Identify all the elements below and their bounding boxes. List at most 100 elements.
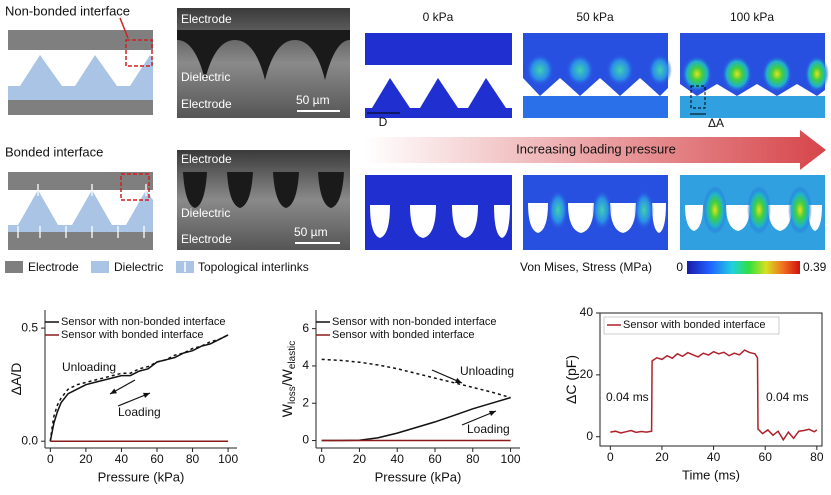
y-tick-label: 20 (580, 367, 594, 381)
electrode (8, 30, 153, 50)
x-tick-label: 60 (428, 452, 442, 466)
x-tick-label: 0 (607, 450, 614, 464)
dielectric (8, 55, 153, 92)
colorbar-title: Von Mises, Stress (MPa) (520, 260, 652, 274)
series-line (49, 334, 229, 442)
legend-label: Topological interlinks (198, 260, 309, 274)
plot-frame (599, 312, 823, 447)
y-axis-label-part: ΔA/D (8, 363, 24, 396)
material-legend: Electrode Dielectric Topological interli… (5, 260, 309, 274)
scale-label: 50 µm (296, 93, 330, 107)
sem-label: Electrode (181, 97, 232, 111)
dielectric (8, 190, 153, 232)
pressure-label: 50 kPa (576, 10, 614, 24)
pressure-arrow (365, 130, 826, 170)
x-tick-label: 40 (115, 452, 129, 466)
x-tick-label: 20 (353, 452, 367, 466)
x-tick-label: 60 (150, 452, 164, 466)
legend-box (603, 316, 780, 335)
x-tick-label: 20 (655, 450, 669, 464)
annotation: Unloading (460, 364, 514, 378)
sem-label: Electrode (181, 152, 232, 166)
x-tick-label: 40 (391, 452, 405, 466)
y-tick-label: 6 (302, 321, 309, 335)
colorbar (687, 261, 800, 274)
highlight-box (120, 173, 150, 201)
pressure-label: 0 kPa (423, 10, 454, 24)
y-tick-label: 0 (302, 433, 309, 447)
fea: 0 kPa 50 kPa 100 kPa D ΔA Increasing loa… (365, 10, 829, 274)
y-axis-label-part: loss (287, 386, 298, 404)
y-axis-label: ΔC (pF) (563, 355, 579, 404)
x-tick-label: 0 (47, 452, 54, 466)
sem-label: Electrode (181, 232, 232, 246)
colorbar-max: 0.39 (803, 260, 827, 274)
annotation: Unloading (62, 360, 116, 374)
annotation: 0.04 ms (606, 390, 649, 404)
annotation: 0.04 ms (766, 390, 809, 404)
legend-label: Sensor with bonded interface (332, 329, 474, 341)
sem-gap (177, 30, 350, 80)
arrow-head (455, 377, 462, 383)
highlight-box (125, 39, 153, 67)
y-tick-label: 0 (586, 429, 593, 443)
annotation: Loading (467, 422, 510, 436)
y-tick-label: 40 (580, 305, 594, 319)
x-tick-label: 0 (318, 452, 325, 466)
sem-label: Dielectric (181, 206, 230, 220)
legend-label: Sensor with non-bonded interface (332, 316, 497, 328)
sem-label: Electrode (181, 12, 232, 26)
arrow-head (143, 392, 150, 398)
x-tick-label: 100 (501, 452, 521, 466)
schematic-non-bonded: Non-bonded interface (5, 3, 153, 115)
annotation: Loading (118, 405, 161, 419)
y-axis-label-part: W (279, 403, 295, 417)
electrode (8, 172, 153, 190)
series-line (610, 349, 818, 442)
fea-dielectric (365, 78, 512, 118)
legend-label: Dielectric (114, 260, 163, 274)
legend-label: Sensor with bonded interface (61, 329, 203, 341)
fea-bonded (365, 175, 825, 250)
y-tick-label: 0.5 (21, 320, 38, 334)
y-tick-label: 4 (302, 358, 309, 372)
legend-label: Electrode (28, 260, 79, 274)
legend-swatch (5, 261, 23, 273)
sem-voids (183, 172, 344, 208)
arrow-label: Increasing loading pressure (516, 141, 676, 156)
x-axis-label: Pressure (kPa) (375, 469, 462, 484)
sem-image (177, 150, 350, 250)
x-axis-label: Time (ms) (682, 467, 740, 482)
pressure-label: 100 kPa (730, 10, 774, 24)
dimension-label: ΔA (708, 116, 724, 130)
arrow (119, 17, 129, 39)
legend-swatch (91, 261, 109, 273)
interlinks (17, 184, 147, 238)
dimension-label: D (379, 115, 388, 129)
y-axis-label: ΔA/D (8, 363, 24, 396)
x-tick-label: 100 (218, 452, 238, 466)
x-tick-label: 80 (810, 450, 824, 464)
y-axis-label: Wloss/Welastic (279, 341, 298, 417)
x-tick-label: 80 (466, 452, 480, 466)
sem-label: Dielectric (181, 70, 230, 84)
legend-label: Sensor with non-bonded interface (61, 316, 226, 328)
electrode (8, 232, 153, 250)
x-axis-label: Pressure (kPa) (98, 469, 185, 484)
y-tick-label: 0.0 (21, 433, 38, 447)
y-axis-label-part: elastic (287, 341, 298, 369)
x-tick-label: 40 (707, 450, 721, 464)
sem-bottom: Electrode Dielectric Electrode 50 µm (177, 150, 350, 250)
x-tick-label: 80 (186, 452, 200, 466)
series-line (49, 334, 229, 442)
x-tick-label: 60 (759, 450, 773, 464)
label: Bonded interface (5, 144, 103, 159)
label: Non-bonded interface (5, 3, 130, 18)
scale-label: 50 µm (294, 225, 328, 239)
schematic-bonded: Bonded interface (5, 144, 153, 250)
fea-electrode (365, 33, 512, 65)
y-tick-label: 2 (302, 395, 309, 409)
legend-label: Sensor with bonded interface (623, 319, 765, 331)
